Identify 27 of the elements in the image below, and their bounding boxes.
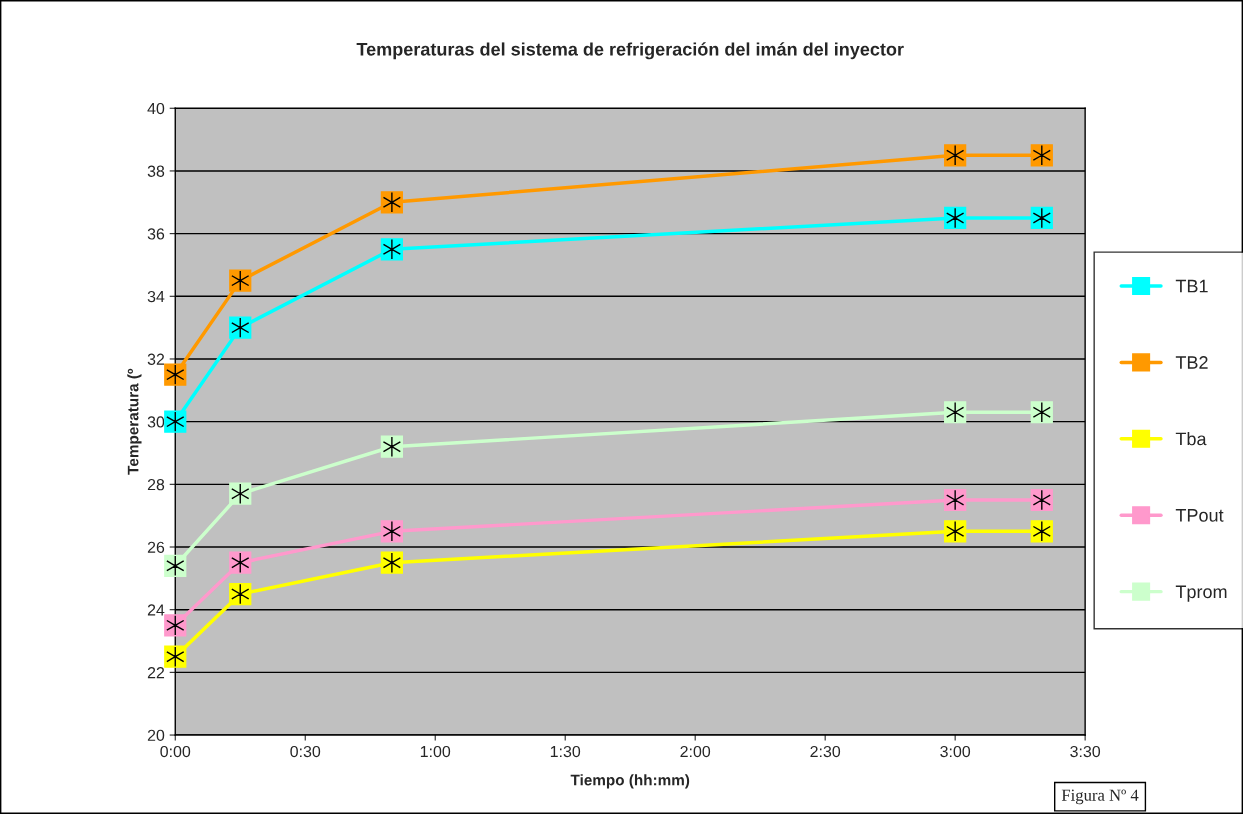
x-tick-label: 2:30: [810, 745, 841, 758]
legend-label: TB1: [1175, 279, 1208, 293]
y-tick-label: 36: [147, 228, 165, 240]
x-tick-label: 1:30: [550, 745, 581, 758]
y-tick-label: 40: [147, 102, 165, 115]
text: Figura Nº 4: [1061, 789, 1139, 805]
y-tick-label: 22: [147, 667, 165, 679]
x-tick-label: 3:00: [940, 745, 971, 758]
y-tick-label: 34: [147, 290, 165, 303]
y-tick-label: 20: [147, 729, 165, 741]
y-tick-label: 26: [147, 541, 165, 553]
legend-label: Tprom: [1175, 585, 1227, 602]
x-tick-label: 3:30: [1070, 745, 1101, 758]
y-tick-label: 38: [147, 165, 165, 177]
x-tick-label: 1:00: [420, 745, 451, 758]
x-tick-label: 2:00: [680, 745, 711, 758]
x-tick-label: 0:30: [290, 745, 321, 758]
x-axis-title: Tiempo (hh:mm): [570, 774, 690, 789]
chart-title: Temperaturas del sistema de refrigeración del imán del inyector: [356, 42, 904, 60]
y-tick-label: 32: [147, 353, 165, 365]
y-tick-label: 28: [147, 478, 165, 491]
legend-label: TB2: [1175, 356, 1208, 369]
legend-label: Tba: [1175, 432, 1207, 446]
x-tick-label: 0:00: [160, 745, 191, 758]
y-tick-label: 24: [147, 604, 165, 616]
legend-label: TPout: [1175, 509, 1224, 522]
y-axis-title: Temperatura (º: [127, 368, 142, 475]
